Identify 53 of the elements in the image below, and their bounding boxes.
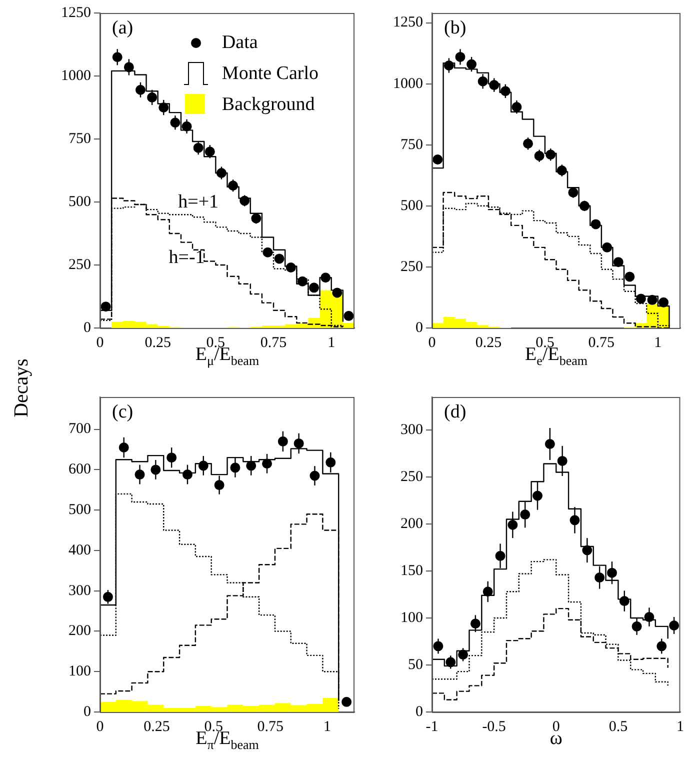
y-tick-label: 750: [400, 136, 423, 153]
series-label: h=-1: [168, 246, 205, 268]
y-tick-label: 100: [400, 610, 423, 626]
y-tick-label: 150: [400, 562, 423, 579]
x-tick-label: 0: [428, 334, 436, 351]
x-tick-label: 0.75: [260, 334, 287, 351]
x-tick-label: -1: [426, 718, 438, 735]
x-tick-label: 0.25: [144, 334, 171, 351]
series-label: h=+1: [178, 192, 219, 213]
y-tick-label: 50: [408, 656, 423, 673]
y-tick-label: 400: [68, 542, 91, 558]
x-tick-label: 0.75: [588, 334, 615, 351]
y-tick-label: 750: [68, 130, 91, 147]
y-axis-title: Decays: [10, 358, 34, 418]
annotation: (c): [112, 401, 134, 422]
y-tick-label: 0: [416, 320, 423, 336]
y-tick-label: 250: [68, 256, 91, 273]
y-tick-label: 600: [68, 462, 91, 478]
x-tick-label: -0.5: [482, 718, 506, 735]
y-tick-label: 250: [400, 258, 423, 275]
y-tick-label: 300: [68, 582, 91, 599]
y-tick-label: 200: [68, 623, 91, 640]
y-tick-label: 1250: [393, 14, 423, 31]
y-tick-label: 1250: [61, 4, 91, 21]
legend-label: Data: [222, 32, 258, 54]
y-tick-label: 0: [84, 320, 91, 336]
y-tick-label: 500: [68, 194, 91, 210]
x-tick-label: 0.25: [144, 718, 170, 735]
x-tick-label: 0: [96, 718, 104, 735]
y-tick-label: 500: [68, 502, 91, 518]
y-tick-label: 0: [84, 704, 91, 720]
y-tick-label: 250: [400, 468, 423, 485]
x-tick-label: 1: [323, 718, 331, 735]
y-tick-label: 200: [400, 516, 423, 532]
legend-label: Monte Carlo: [222, 62, 318, 84]
y-tick-label: 700: [68, 421, 91, 438]
annotation: (b): [444, 17, 466, 38]
y-tick-label: 100: [68, 664, 91, 680]
x-tick-label: 0.25: [475, 334, 502, 351]
y-tick-label: 500: [400, 198, 423, 214]
legend-label: Background: [222, 94, 315, 116]
y-tick-label: 300: [400, 422, 423, 438]
annotation: (d): [444, 401, 466, 422]
x-tick-label: 1: [676, 718, 684, 735]
x-tick-label: 1: [328, 334, 336, 351]
x-tick-label: 0.75: [257, 718, 284, 735]
y-tick-label: 1000: [61, 68, 91, 84]
x-tick-label: 0.5: [608, 718, 628, 735]
x-tick-label: 0: [96, 334, 104, 351]
y-tick-label: 1000: [393, 76, 423, 92]
annotation: (a): [112, 17, 134, 38]
x-tick-label: 1: [654, 334, 662, 351]
y-tick-label: 0: [416, 704, 423, 720]
